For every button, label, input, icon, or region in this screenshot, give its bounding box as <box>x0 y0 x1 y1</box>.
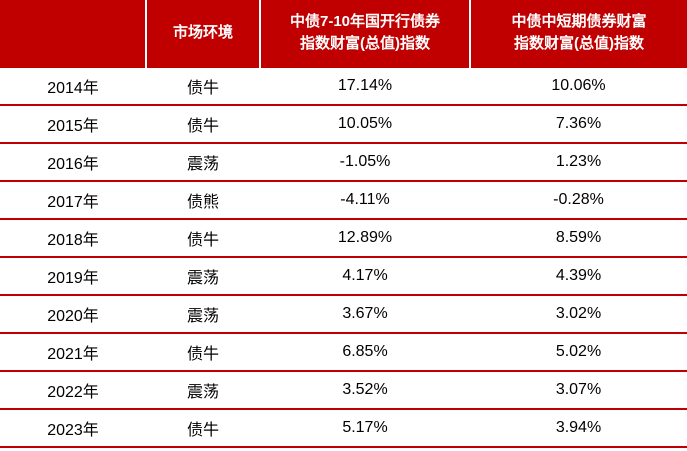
market-env-cell: 债熊 <box>146 180 260 219</box>
table-row: 2018年 债牛 12.89% 8.59% <box>0 218 687 257</box>
year-cell: 2019年 <box>0 256 146 295</box>
header-row: 市场环境 中债7-10年国开行债券 指数财富(总值)指数 中债中短期债券财富 指… <box>0 0 687 67</box>
table-row: 2019年 震荡 4.17% 4.39% <box>0 256 687 295</box>
index2-value-cell: -0.28% <box>470 180 687 219</box>
index2-value-cell: 3.02% <box>470 294 687 333</box>
table-row: 2021年 债牛 6.85% 5.02% <box>0 332 687 371</box>
year-cell: 2023年 <box>0 408 146 448</box>
index1-value-cell: -1.05% <box>260 142 470 181</box>
market-env-cell: 债牛 <box>146 408 260 448</box>
table-row: 2023年 债牛 5.17% 3.94% <box>0 408 687 448</box>
index1-value-cell: 17.14% <box>260 66 470 105</box>
index1-value-cell: 3.52% <box>260 370 470 409</box>
market-env-cell: 震荡 <box>146 370 260 409</box>
header-market-environment: 市场环境 <box>145 0 260 67</box>
year-cell: 2017年 <box>0 180 146 219</box>
header-index-short-term-bond: 中债中短期债券财富 指数财富(总值)指数 <box>469 0 687 67</box>
index1-value-cell: 5.17% <box>260 408 470 448</box>
table-row: 2014年 债牛 17.14% 10.06% <box>0 66 687 105</box>
header-index-7-10y-cdb-bond: 中债7-10年国开行债券 指数财富(总值)指数 <box>259 0 470 67</box>
table-row: 2017年 债熊 -4.11% -0.28% <box>0 180 687 219</box>
table-body: 2014年 债牛 17.14% 10.06% 2015年 债牛 10.05% 7… <box>0 66 687 448</box>
index1-value-cell: -4.11% <box>260 180 470 219</box>
year-cell: 2016年 <box>0 142 146 181</box>
index2-value-cell: 10.06% <box>470 66 687 105</box>
table-header: 市场环境 中债7-10年国开行债券 指数财富(总值)指数 中债中短期债券财富 指… <box>0 0 687 67</box>
year-cell: 2015年 <box>0 104 146 143</box>
index2-value-cell: 8.59% <box>470 218 687 257</box>
index2-value-cell: 5.02% <box>470 332 687 371</box>
index2-value-cell: 1.23% <box>470 142 687 181</box>
index2-value-cell: 3.07% <box>470 370 687 409</box>
index2-value-cell: 3.94% <box>470 408 687 448</box>
index1-value-cell: 6.85% <box>260 332 470 371</box>
year-cell: 2018年 <box>0 218 146 257</box>
market-env-cell: 债牛 <box>146 104 260 143</box>
index1-value-cell: 12.89% <box>260 218 470 257</box>
index1-value-cell: 4.17% <box>260 256 470 295</box>
table-row: 2015年 债牛 10.05% 7.36% <box>0 104 687 143</box>
table-row: 2016年 震荡 -1.05% 1.23% <box>0 142 687 181</box>
market-env-cell: 债牛 <box>146 218 260 257</box>
index1-value-cell: 3.67% <box>260 294 470 333</box>
market-env-cell: 债牛 <box>146 66 260 105</box>
header-blank-cell <box>0 0 146 67</box>
year-cell: 2014年 <box>0 66 146 105</box>
year-cell: 2022年 <box>0 370 146 409</box>
index1-value-cell: 10.05% <box>260 104 470 143</box>
year-cell: 2020年 <box>0 294 146 333</box>
market-env-cell: 震荡 <box>146 256 260 295</box>
table-row: 2022年 震荡 3.52% 3.07% <box>0 370 687 409</box>
year-cell: 2021年 <box>0 332 146 371</box>
market-env-cell: 震荡 <box>146 142 260 181</box>
market-env-cell: 债牛 <box>146 332 260 371</box>
index2-value-cell: 7.36% <box>470 104 687 143</box>
table-row: 2020年 震荡 3.67% 3.02% <box>0 294 687 333</box>
market-env-cell: 震荡 <box>146 294 260 333</box>
index2-value-cell: 4.39% <box>470 256 687 295</box>
